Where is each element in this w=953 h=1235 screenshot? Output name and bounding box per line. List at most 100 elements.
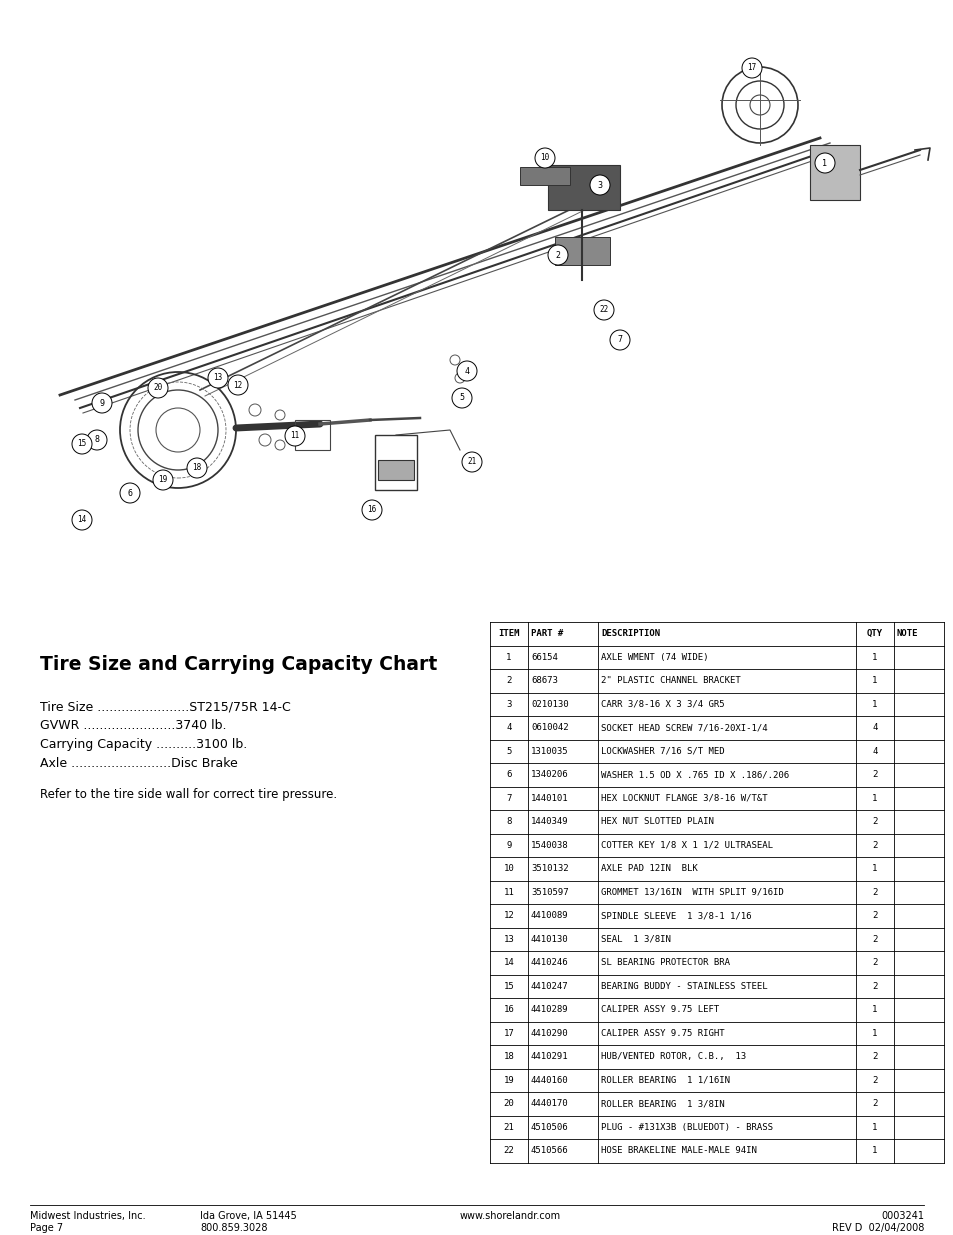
Text: 3: 3 [597,180,602,189]
Text: www.shorelandr.com: www.shorelandr.com [459,1212,560,1221]
Text: 2: 2 [871,935,877,944]
Text: 9: 9 [99,399,105,408]
Text: AXLE WMENT (74 WIDE): AXLE WMENT (74 WIDE) [600,653,708,662]
Text: 5: 5 [459,394,464,403]
Text: 16: 16 [367,505,376,515]
Circle shape [609,330,629,350]
Bar [490,622,943,1162]
Text: 800.859.3028: 800.859.3028 [200,1223,267,1233]
Text: 18: 18 [193,463,201,473]
Text: 13: 13 [503,935,514,944]
Text: 9: 9 [506,841,511,850]
Text: 4410291: 4410291 [531,1052,568,1061]
Circle shape [594,300,614,320]
Circle shape [187,458,207,478]
Text: 2: 2 [871,1052,877,1061]
Text: 12: 12 [503,911,514,920]
Text: 11: 11 [290,431,299,441]
Text: QTY: QTY [866,630,882,638]
Text: 8: 8 [94,436,99,445]
Text: 20: 20 [503,1099,514,1108]
Text: SPINDLE SLEEVE  1 3/8-1 1/16: SPINDLE SLEEVE 1 3/8-1 1/16 [600,911,751,920]
Text: 11: 11 [503,888,514,897]
Text: 1: 1 [871,1146,877,1155]
Circle shape [208,368,228,388]
Text: 1310035: 1310035 [531,747,568,756]
Text: 2: 2 [506,677,511,685]
Text: 4440170: 4440170 [531,1099,568,1108]
Text: CALIPER ASSY 9.75 RIGHT: CALIPER ASSY 9.75 RIGHT [600,1029,724,1037]
Text: 2: 2 [871,818,877,826]
Circle shape [456,361,476,382]
Text: 4510506: 4510506 [531,1123,568,1131]
Text: 1: 1 [871,1029,877,1037]
Text: WASHER 1.5 OD X .765 ID X .186/.206: WASHER 1.5 OD X .765 ID X .186/.206 [600,771,788,779]
Bar [519,167,569,185]
Circle shape [741,58,761,78]
Text: 3: 3 [506,700,511,709]
Text: 22: 22 [598,305,608,315]
Text: 19: 19 [503,1076,514,1084]
Circle shape [452,388,472,408]
Text: 3510597: 3510597 [531,888,568,897]
Text: 4: 4 [871,747,877,756]
Text: COTTER KEY 1/8 X 1 1/2 ULTRASEAL: COTTER KEY 1/8 X 1 1/2 ULTRASEAL [600,841,772,850]
Text: 10: 10 [503,864,514,873]
Text: 68673: 68673 [531,677,558,685]
Text: AXLE PAD 12IN  BLK: AXLE PAD 12IN BLK [600,864,697,873]
Bar [294,420,330,450]
Circle shape [71,433,91,454]
Text: 1: 1 [871,700,877,709]
Circle shape [547,245,567,266]
Text: 4: 4 [464,367,469,375]
Text: HUB/VENTED ROTOR, C.B.,  13: HUB/VENTED ROTOR, C.B., 13 [600,1052,745,1061]
Bar [375,435,416,490]
Text: ROLLER BEARING  1 1/16IN: ROLLER BEARING 1 1/16IN [600,1076,729,1084]
Text: 10: 10 [539,153,549,163]
Text: NOTE: NOTE [896,630,918,638]
Text: 4410247: 4410247 [531,982,568,990]
Text: 2: 2 [871,911,877,920]
Text: HOSE BRAKELINE MALE-MALE 94IN: HOSE BRAKELINE MALE-MALE 94IN [600,1146,756,1155]
Text: 5: 5 [506,747,511,756]
Text: 4510566: 4510566 [531,1146,568,1155]
Text: 6: 6 [128,489,132,498]
Text: 4: 4 [506,724,511,732]
Circle shape [71,510,91,530]
Text: 4: 4 [871,724,877,732]
Text: LOCKWASHER 7/16 S/T MED: LOCKWASHER 7/16 S/T MED [600,747,724,756]
Text: 4410130: 4410130 [531,935,568,944]
Text: SEAL  1 3/8IN: SEAL 1 3/8IN [600,935,670,944]
Bar [809,144,859,200]
Text: DESCRIPTION: DESCRIPTION [600,630,659,638]
Text: 4410246: 4410246 [531,958,568,967]
Text: Tire Size .......................ST215/75R 14-C: Tire Size .......................ST215/7… [40,700,291,713]
Text: 7: 7 [506,794,511,803]
Text: 1: 1 [871,794,877,803]
Text: PART #: PART # [531,630,562,638]
Text: SL BEARING PROTECTOR BRA: SL BEARING PROTECTOR BRA [600,958,729,967]
Text: 0003241: 0003241 [880,1212,923,1221]
Text: CARR 3/8-16 X 3 3/4 GR5: CARR 3/8-16 X 3 3/4 GR5 [600,700,724,709]
Text: 4410289: 4410289 [531,1005,568,1014]
Text: 1: 1 [871,677,877,685]
Text: 2: 2 [871,1099,877,1108]
Text: 1440349: 1440349 [531,818,568,826]
Text: 17: 17 [503,1029,514,1037]
Text: 22: 22 [503,1146,514,1155]
Text: Ida Grove, IA 51445: Ida Grove, IA 51445 [200,1212,296,1221]
Text: 2: 2 [871,958,877,967]
Circle shape [228,375,248,395]
Text: GVWR .......................3740 lb.: GVWR .......................3740 lb. [40,719,226,732]
Text: 1340206: 1340206 [531,771,568,779]
Text: 12: 12 [233,380,242,389]
Text: 14: 14 [77,515,87,525]
Text: 6: 6 [506,771,511,779]
Text: 14: 14 [503,958,514,967]
Text: HEX NUT SLOTTED PLAIN: HEX NUT SLOTTED PLAIN [600,818,713,826]
Text: 2: 2 [555,251,560,259]
Text: 0210130: 0210130 [531,700,568,709]
Circle shape [535,148,555,168]
Text: Page 7: Page 7 [30,1223,63,1233]
Text: 1: 1 [821,158,826,168]
